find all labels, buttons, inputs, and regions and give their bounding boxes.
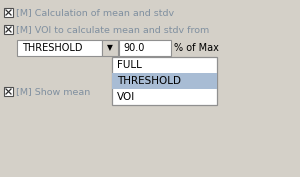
Bar — [102, 40, 118, 56]
Text: 90.0: 90.0 — [123, 43, 144, 53]
Text: VOI: VOI — [117, 92, 135, 102]
Text: ▼: ▼ — [107, 44, 113, 53]
Bar — [119, 40, 171, 56]
Text: [M] Calculation of mean and stdv: [M] Calculation of mean and stdv — [16, 8, 174, 17]
Bar — [4, 25, 13, 34]
Bar — [112, 73, 217, 89]
Text: THRESHOLD: THRESHOLD — [22, 43, 82, 53]
Bar — [112, 57, 217, 105]
Bar — [17, 40, 102, 56]
Text: THRESHOLD: THRESHOLD — [117, 76, 181, 86]
Bar — [4, 87, 13, 96]
Text: [M] VOI to calculate mean and stdv from: [M] VOI to calculate mean and stdv from — [16, 25, 209, 34]
Bar — [4, 8, 13, 17]
Text: % of Max: % of Max — [174, 43, 219, 53]
Text: [M] Show mean: [M] Show mean — [16, 87, 90, 96]
Text: FULL: FULL — [117, 60, 142, 70]
